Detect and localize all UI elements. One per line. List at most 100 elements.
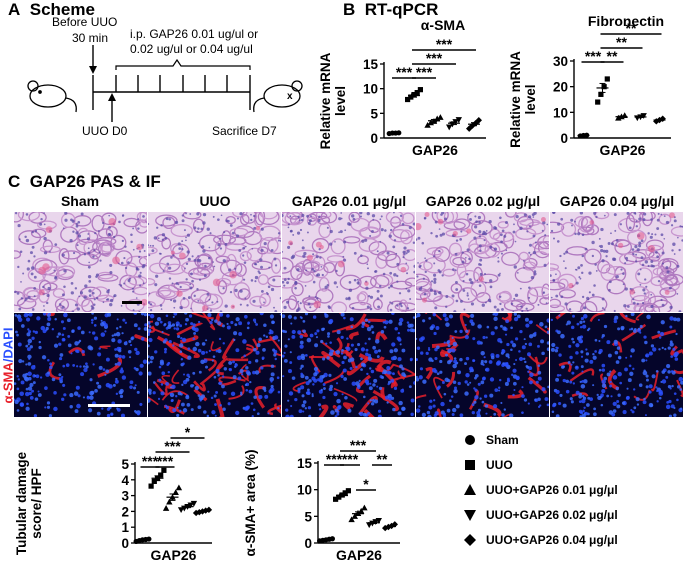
y-tick-label: 0 bbox=[560, 131, 568, 146]
pas-image-sham bbox=[14, 212, 147, 312]
column-header-gap26-002: GAP26 0.02 μg/μl bbox=[425, 193, 541, 209]
triangle-up-marker-icon bbox=[460, 484, 480, 496]
x-axis-label: GAP26 bbox=[600, 142, 646, 158]
if-image-uuo bbox=[148, 313, 281, 417]
svg-text:x: x bbox=[287, 91, 293, 102]
panel-title: Scheme bbox=[29, 0, 95, 19]
significance-label: *** bbox=[157, 453, 174, 469]
before-uuo-label: Before UUO bbox=[52, 15, 118, 29]
dapi-stain-label: DAPI bbox=[0, 327, 16, 359]
circle-marker-icon bbox=[460, 434, 480, 446]
y-axis-label: Relative mRNAlevel bbox=[318, 52, 348, 149]
significance-label: *** bbox=[585, 48, 602, 64]
significance-label: ** bbox=[607, 48, 618, 64]
data-point bbox=[366, 522, 373, 529]
panel-title: RT-qPCR bbox=[364, 0, 439, 19]
data-point bbox=[348, 516, 355, 523]
significance-label: ** bbox=[626, 20, 637, 36]
data-point bbox=[177, 507, 185, 514]
column-header-gap26-001: GAP26 0.01 μg/μl bbox=[291, 193, 407, 209]
significance-label: ** bbox=[377, 451, 388, 467]
data-point bbox=[148, 483, 154, 489]
data-point bbox=[205, 506, 213, 514]
x-axis-label: GAP26 bbox=[151, 547, 197, 561]
data-point bbox=[598, 91, 604, 97]
data-point bbox=[437, 114, 444, 120]
data-point bbox=[414, 90, 420, 96]
column-header-sham: Sham bbox=[60, 193, 100, 209]
legend-label: UUO+GAP26 0.04 μg/μl bbox=[486, 533, 618, 547]
significance-label: * bbox=[363, 476, 369, 492]
legend-item-gap26-004: UUO+GAP26 0.04 μg/μl bbox=[460, 530, 618, 550]
data-point bbox=[151, 478, 157, 484]
data-point bbox=[475, 117, 482, 124]
y-tick-label: 2 bbox=[121, 504, 129, 519]
triangle-down-marker-icon bbox=[460, 509, 480, 521]
y-tick-label: 0 bbox=[121, 536, 129, 551]
if-image-gap26-001 bbox=[282, 313, 415, 417]
legend-item-sham: Sham bbox=[460, 430, 519, 450]
pas-image-gap26-004 bbox=[550, 212, 683, 312]
column-header-uuo: UUO bbox=[199, 193, 231, 209]
series-group bbox=[348, 504, 368, 523]
data-point bbox=[158, 472, 164, 478]
if-image-gap26-002 bbox=[416, 313, 549, 417]
data-point bbox=[187, 502, 194, 509]
y-tick-label: 10 bbox=[363, 82, 378, 97]
y-tick-label: 10 bbox=[553, 105, 568, 120]
chart-fibronectin-mrna: Fibronectin 0 10 20 30 Relative mRNAlevel GAP2… bbox=[508, 13, 671, 158]
scheme-diagram: x bbox=[27, 45, 303, 122]
panel-letter: A bbox=[8, 0, 21, 19]
y-tick-label: 0 bbox=[304, 536, 312, 551]
legend-item-gap26-002: UUO+GAP26 0.02 μg/μl bbox=[460, 505, 618, 525]
panel-a-header: A Scheme bbox=[8, 0, 95, 20]
legend-label: Sham bbox=[486, 433, 519, 447]
significance-label: *** bbox=[396, 64, 413, 80]
data-point bbox=[427, 119, 434, 126]
data-point bbox=[162, 505, 170, 511]
data-point bbox=[375, 518, 382, 524]
if-image-sham bbox=[14, 313, 147, 417]
data-point bbox=[190, 500, 198, 507]
y-tick-label: 3 bbox=[121, 489, 129, 504]
panel-title: GAP26 PAS & IF bbox=[29, 172, 161, 191]
y-tick-label: 5 bbox=[121, 457, 129, 472]
y-axis-label: Tubular damagescore/ HPF bbox=[14, 451, 44, 555]
pas-image-gap26-001 bbox=[282, 212, 415, 312]
data-point bbox=[424, 121, 431, 128]
diamond-marker-icon bbox=[460, 534, 480, 546]
data-point bbox=[342, 490, 348, 496]
data-point bbox=[351, 513, 358, 519]
uuo-d0-label: UUO D0 bbox=[82, 124, 128, 138]
y-tick-label: 10 bbox=[297, 483, 312, 498]
sacrifice-label: Sacrifice D7 bbox=[212, 124, 277, 138]
data-point bbox=[417, 87, 423, 93]
ip-line-1: i.p. GAP26 0.01 ug/ul or bbox=[130, 27, 259, 41]
mouse-right-icon: x bbox=[253, 80, 303, 113]
data-point bbox=[361, 504, 368, 511]
legend-label: UUO+GAP26 0.02 μg/μl bbox=[486, 508, 618, 522]
before-uuo-time: 30 min bbox=[72, 31, 109, 45]
data-point bbox=[446, 124, 453, 131]
panel-letter: C bbox=[8, 172, 21, 191]
data-point bbox=[333, 496, 339, 502]
scale-bar-if bbox=[88, 404, 130, 407]
if-image-gap26-004 bbox=[550, 313, 683, 417]
ip-line-2: 0.02 ug/ul or 0.04 ug/ul bbox=[130, 42, 253, 56]
y-tick-label: 0 bbox=[370, 131, 378, 146]
significance-label: *** bbox=[426, 50, 443, 66]
significance-label: *** bbox=[436, 36, 453, 52]
series-group bbox=[595, 76, 610, 105]
data-point bbox=[595, 99, 601, 105]
significance-label: ** bbox=[616, 34, 627, 50]
y-axis-label: α-SMA+ area (%) bbox=[243, 450, 258, 557]
significance-label: *** bbox=[342, 451, 359, 467]
significance-label: *** bbox=[142, 453, 159, 469]
legend-item-gap26-001: UUO+GAP26 0.01 μg/μl bbox=[460, 480, 618, 500]
data-point bbox=[640, 113, 647, 119]
data-point bbox=[345, 488, 351, 494]
if-stain-label: α-SMA/DAPI bbox=[0, 327, 16, 404]
